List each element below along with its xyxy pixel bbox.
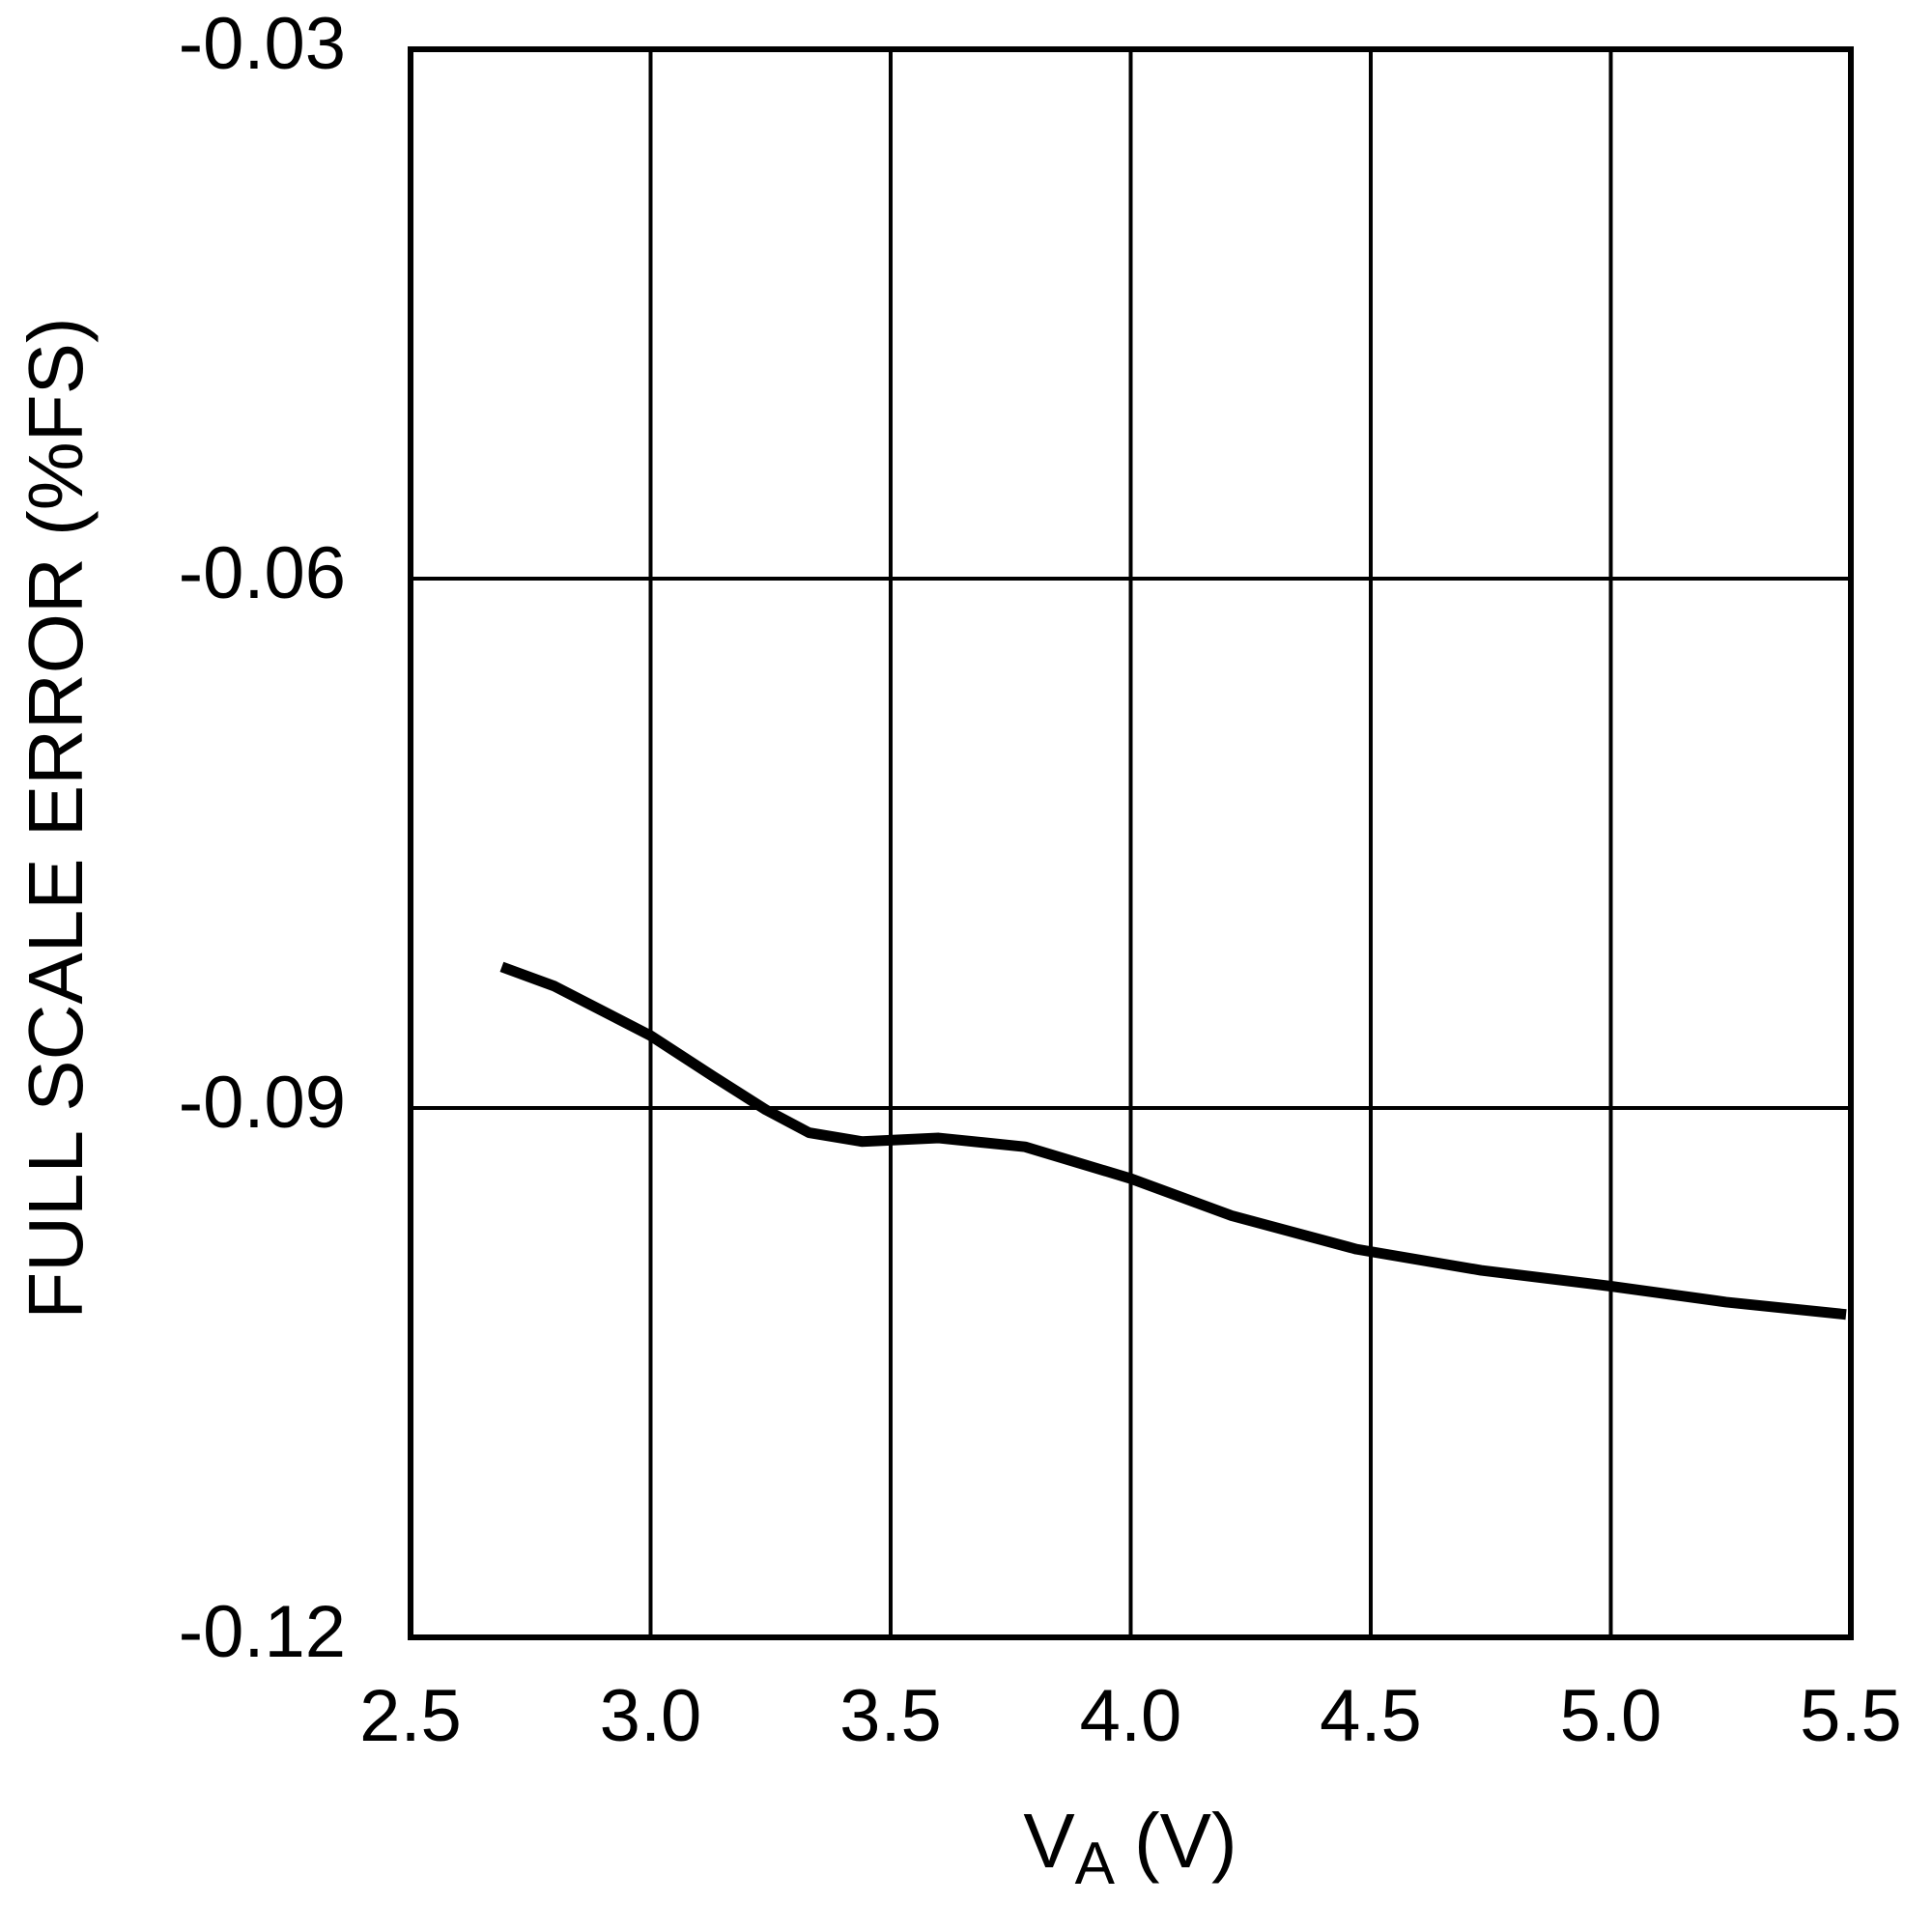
y-axis-label: FULL SCALE ERROR (%FS)	[13, 317, 99, 1319]
x-axis-label-sub: A	[1075, 1831, 1116, 1897]
x-axis-label-main: V	[1023, 1798, 1075, 1884]
x-tick-label: 3.5	[839, 1675, 942, 1757]
x-tick-label: 2.5	[359, 1675, 462, 1757]
x-tick-label: 4.0	[1080, 1675, 1182, 1757]
x-tick-label: 4.5	[1320, 1675, 1422, 1757]
x-axis-label: VA (V)	[1023, 1798, 1236, 1897]
plot-frame	[408, 46, 1854, 1640]
data-line	[499, 961, 1847, 1321]
y-tick-label: -0.09	[179, 1062, 346, 1144]
y-tick-label: -0.06	[179, 532, 346, 614]
y-tick-label: -0.03	[179, 3, 346, 85]
x-axis-label-unit: (V)	[1134, 1798, 1237, 1884]
x-tick-label: 5.5	[1800, 1675, 1902, 1757]
x-tick-label: 5.0	[1560, 1675, 1662, 1757]
y-tick-label: -0.12	[179, 1591, 346, 1673]
x-tick-label: 3.0	[600, 1675, 702, 1757]
